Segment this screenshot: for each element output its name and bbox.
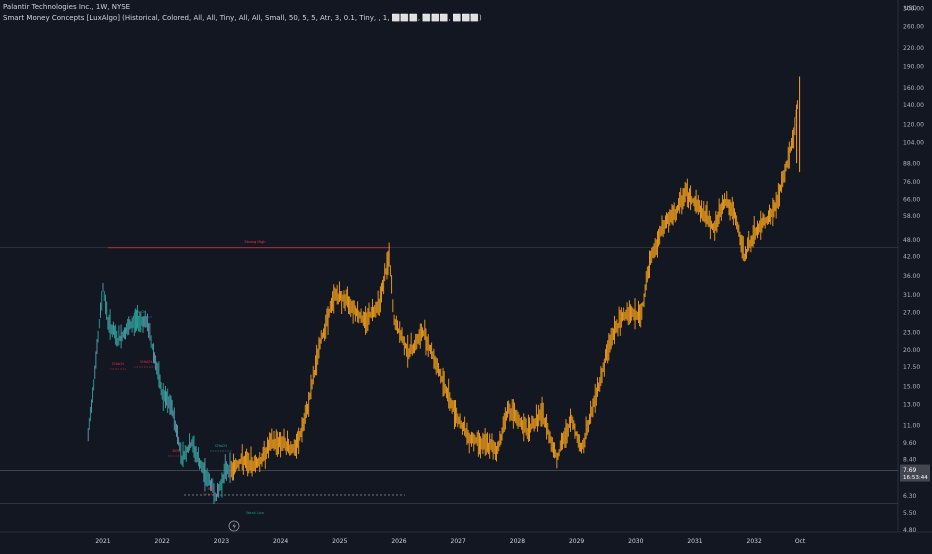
price-tick-label: 11.00 (903, 423, 920, 430)
time-tick-label: 2023 (214, 538, 229, 545)
bar-countdown: 16:53:44 (903, 475, 928, 481)
price-tick-label: 160.00 (903, 85, 924, 92)
time-axis[interactable]: 2021 2022 2023 2024 2025 2026 2027 2028 2029 2030… (95, 538, 805, 545)
price-tick-label: 6.30 (903, 493, 917, 500)
structure-label: CHoCH (215, 444, 227, 448)
time-tick-label: 2022 (155, 538, 170, 545)
price-tick-label: 300.00 (903, 6, 924, 13)
annotations-layer: Strong High Weak Low CHoCH CHoCH CHoCH BOS CHo… (110, 240, 266, 515)
price-tick-label: 260.00 (903, 24, 924, 31)
time-tick-label: 2027 (451, 538, 466, 545)
time-tick-label: 2030 (628, 538, 643, 545)
indicator-legend[interactable]: Smart Money Concepts [LuxAlgo] (Historic… (3, 14, 482, 22)
time-tick-label: 2032 (747, 538, 762, 545)
time-tick-label: 2029 (569, 538, 584, 545)
price-tick-label: 15.00 (903, 384, 920, 391)
price-tick-label: 140.00 (903, 102, 924, 109)
weak-low-label: Weak Low (246, 511, 264, 515)
candles-layer (87, 76, 801, 505)
strong-high-label: Strong High (244, 240, 265, 244)
price-tick-label: 190.00 (903, 63, 924, 70)
price-tick-label: 4.80 (903, 527, 917, 534)
price-tick-label: 88.00 (903, 160, 920, 167)
chart-title: Palantir Technologies Inc., 1W, NYSE (3, 3, 131, 11)
price-tick-label: 8.40 (903, 457, 917, 464)
price-tick-label: 23.00 (903, 330, 920, 337)
structure-label: CHoCH (112, 362, 124, 366)
time-tick-label: 2021 (95, 538, 110, 545)
price-tick-label: 27.00 (903, 309, 920, 316)
current-price-value: 7.69 (903, 467, 917, 474)
structure-label: CHoCH (134, 310, 146, 314)
price-tick-label: 13.00 (903, 402, 920, 409)
price-tick-label: 76.00 (903, 179, 920, 186)
time-tick-label: 2024 (273, 538, 288, 545)
time-tick-label: 2026 (391, 538, 406, 545)
time-tick-label: 2031 (687, 538, 702, 545)
price-tick-label: 42.00 (903, 254, 920, 261)
price-tick-label: 104.00 (903, 139, 924, 146)
price-tick-label: 48.00 (903, 237, 920, 244)
structure-label: CHoCH (140, 360, 152, 364)
price-tick-label: 58.00 (903, 213, 920, 220)
currency-label: USD (904, 5, 917, 12)
price-tick-label: 220.00 (903, 45, 924, 52)
price-tick-label: 5.50 (903, 510, 917, 517)
price-axis[interactable]: 300.00 260.00 220.00 190.00 160.00 140.00 120.… (900, 6, 930, 535)
price-tick-label: 20.00 (903, 347, 920, 354)
structure-label: BOS (172, 449, 179, 453)
time-tick-label: 2025 (332, 538, 347, 545)
price-tick-label: 17.50 (903, 364, 920, 371)
price-tick-label: 120.00 (903, 121, 924, 128)
price-tick-label: 66.00 (903, 197, 920, 204)
price-tick-label: 36.00 (903, 273, 920, 280)
time-tick-label: Oct (795, 538, 806, 545)
replay-icon[interactable] (228, 520, 240, 532)
current-price-badge (900, 464, 930, 482)
levels-layer (0, 247, 898, 504)
price-tick-label: 9.60 (903, 440, 917, 447)
price-tick-label: 31.00 (903, 292, 920, 299)
time-tick-label: 2028 (510, 538, 525, 545)
structure-label: BOS (207, 487, 214, 491)
